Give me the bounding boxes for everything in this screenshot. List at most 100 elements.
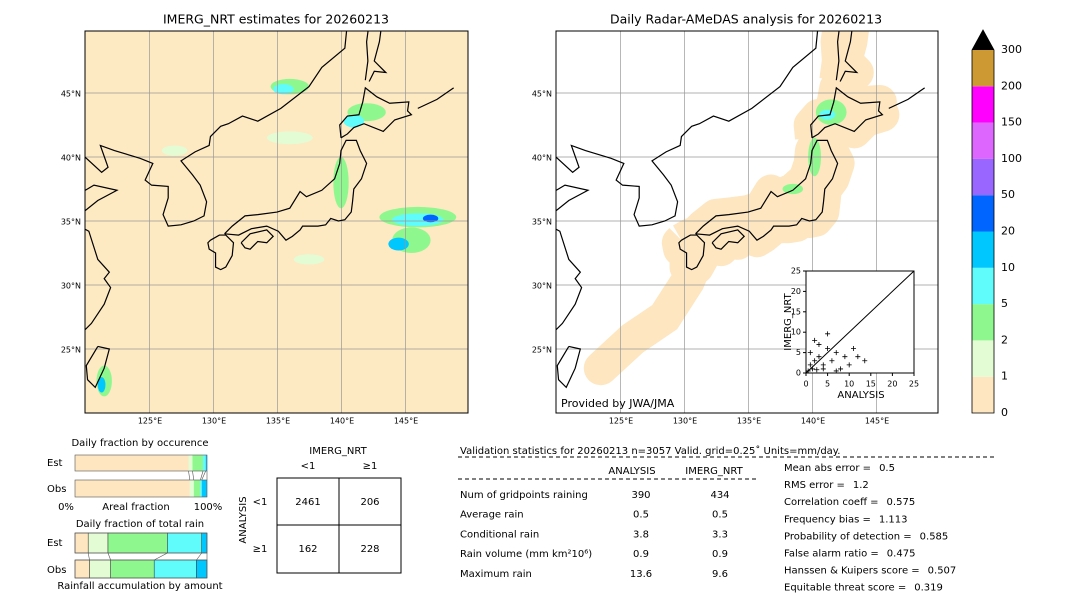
point [851,346,857,352]
coastline [85,31,348,331]
bar-frame [74,532,208,554]
x-tick-label: 5 [825,380,830,389]
amt-title: Daily fraction of total rain [76,519,204,530]
lon-label: 145°E [865,417,889,426]
colorbar-box [972,267,994,305]
axis-label: 0% [58,502,74,513]
bar-frame [74,454,208,472]
lat-label: 30°N [532,282,552,291]
lat-label: 35°N [61,218,81,227]
point [814,367,820,373]
score-value: 0.5 [879,463,895,474]
ct-cell: 162 [298,544,317,555]
map-left [85,31,468,413]
lon-label: 125°E [609,417,633,426]
connector [200,470,204,481]
occ-title: Daily fraction by occurence [71,438,208,449]
stat-label: Maximum rain [460,569,532,580]
coastline [810,86,884,139]
point [825,346,831,352]
lon-label: 130°E [673,417,697,426]
score-label: False alarm ratio = [784,549,879,560]
coastline [240,229,275,250]
coastline [339,86,413,139]
val-title: Validation statistics for 20260213 n=305… [460,445,840,457]
y-tick-label: 20 [791,287,801,296]
rain-area [266,131,313,145]
stat-value: 390 [631,490,650,501]
fraction-segment [167,532,202,554]
stat-value: 3.8 [633,529,649,540]
lon-label: 135°E [737,417,761,426]
lon-label: 135°E [266,417,290,426]
rain-area [273,84,294,95]
rain-area [388,237,409,251]
connector [154,552,168,561]
score-value: 1.113 [879,514,908,525]
map-left-title: IMERG_NRT estimates for 20260213 [163,12,389,27]
coastline [678,234,706,271]
colorbar-box [972,376,994,413]
coastline [364,31,388,82]
rain-area [293,254,325,265]
lon-label: 140°E [330,417,354,426]
coastline [695,139,839,241]
rain-area [333,157,349,209]
score-value: 0.319 [914,583,943,594]
fraction-segment [189,480,194,497]
y-axis-title: IMERG_NRT [783,292,794,350]
colorbar-box [972,50,994,87]
coastline [556,345,582,389]
colorbar-box [972,231,994,268]
colorbar-label: 200 [1001,79,1022,92]
fraction-segment [74,559,90,579]
colorbar-label: 2 [1001,333,1008,346]
fraction-segment [196,559,208,579]
ct-row: ≥1 [253,544,268,555]
score-label: Correlation coeff = [784,497,879,508]
ct-title: IMERG_NRT [309,446,367,457]
connector [188,470,191,481]
fraction-segment [188,455,193,471]
score-value: 0.575 [887,497,916,508]
colorbar-box [972,158,994,196]
ct-row: <1 [253,497,268,508]
point [807,362,813,368]
fraction-segment [87,532,109,554]
ct-cell: 2461 [295,497,320,508]
bar-frame [74,559,208,579]
score-label: Mean abs error = [784,463,871,474]
fraction-segment [205,455,207,471]
colorbar-label: 150 [1001,116,1022,129]
connector [201,470,206,481]
fraction-segment [74,532,89,554]
stat-value: 3.3 [712,529,728,540]
point [807,350,813,356]
colorbar-label: 100 [1001,152,1022,165]
y-tick-label: 15 [791,307,801,316]
score-value: 0.507 [928,566,957,577]
fraction-segment [75,480,190,497]
credit: Provided by JWA/JMA [561,397,675,410]
point [812,337,818,343]
point [829,358,835,364]
axis-label: Areal fraction [102,502,169,513]
map-right-title: Daily Radar-AMeDAS analysis for 20260213 [610,12,882,27]
stat-value: 9.6 [712,569,728,580]
score-label: RMS error = [784,480,845,491]
point [812,358,818,364]
lat-label: 25°N [532,346,552,355]
score-value: 0.475 [887,549,916,560]
lat-label: 35°N [532,218,552,227]
colorbar-label: 50 [1001,188,1015,201]
connector [196,552,202,561]
amt-row: Est [47,538,63,549]
bar-frame [74,479,208,498]
y-tick-label: 25 [791,267,801,276]
coastline [556,31,819,331]
score-label: Hanssen & Kuipers score = [784,566,920,577]
lat-label: 40°N [532,154,552,163]
